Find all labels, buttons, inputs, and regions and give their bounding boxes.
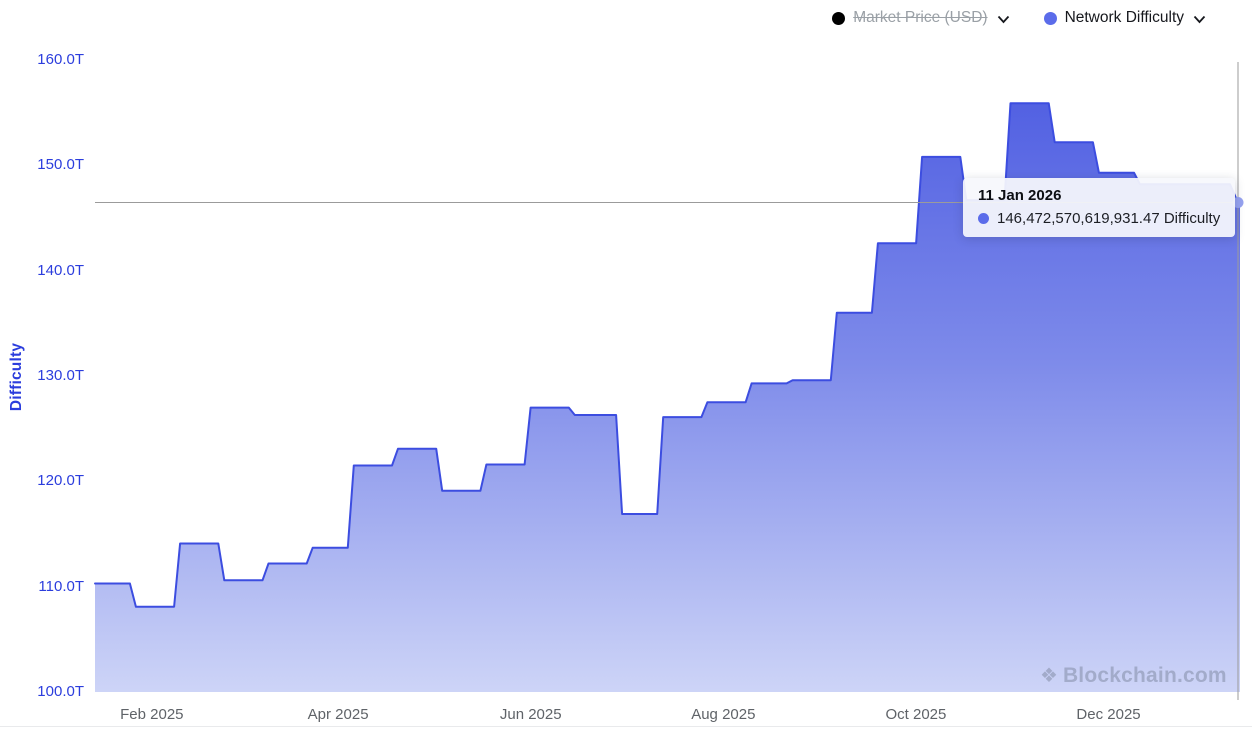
x-axis-tick-label: Oct 2025 <box>885 706 947 723</box>
network-difficulty-dot-icon <box>1043 11 1057 25</box>
chevron-down-icon[interactable] <box>1193 15 1206 24</box>
legend-item-network-difficulty[interactable]: Network Difficulty <box>1043 9 1206 27</box>
y-axis-tick-label: 100.0T <box>37 683 84 700</box>
x-axis-tick-label: Feb 2025 <box>120 706 184 723</box>
chart-tooltip: 11 Jan 2026 146,472,570,619,931.47 Diffi… <box>963 178 1236 237</box>
x-axis-tick-label: Jun 2025 <box>499 706 562 723</box>
legend-item-market-price[interactable]: Market Price (USD) <box>832 9 1009 27</box>
tooltip-value: 146,472,570,619,931.47 Difficulty <box>997 210 1221 227</box>
legend-label-network-difficulty: Network Difficulty <box>1064 9 1184 26</box>
difficulty-line <box>94 102 1241 608</box>
bottom-divider <box>0 726 1252 727</box>
legend-label-market-price: Market Price (USD) <box>853 9 988 26</box>
market-price-dot-icon <box>832 11 846 25</box>
legend: Market Price (USD) Network Difficulty <box>832 9 1206 27</box>
chevron-down-icon[interactable] <box>997 15 1010 24</box>
x-axis-tick-label: Dec 2025 <box>1076 706 1141 723</box>
y-axis-tick-label: 140.0T <box>37 261 84 279</box>
series-dot-icon <box>978 213 989 224</box>
tooltip-date: 11 Jan 2026 <box>978 187 1062 204</box>
y-axis-tick-label: 150.0T <box>37 156 84 174</box>
y-axis-tick-label: 110.0T <box>38 577 84 595</box>
x-axis-tick-label: Apr 2025 <box>307 706 369 723</box>
difficulty-area-fill <box>95 103 1240 692</box>
y-axis-tick-label: 160.0T <box>37 51 84 68</box>
x-axis-tick-label: Aug 2025 <box>691 706 756 723</box>
hover-marker-dot <box>1232 197 1244 208</box>
y-axis-tick-label: 120.0T <box>37 472 84 490</box>
y-axis-tick-label: 130.0T <box>37 367 84 384</box>
